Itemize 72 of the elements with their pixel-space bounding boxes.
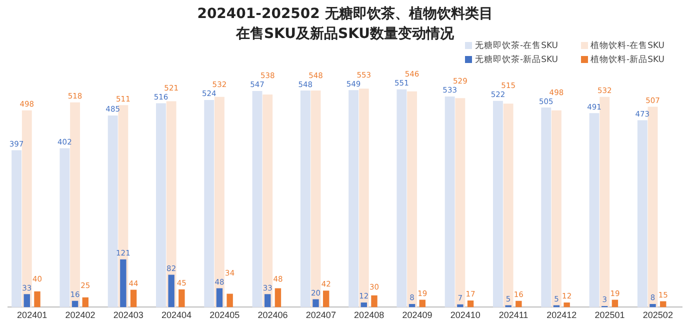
- x-tick-label: 202411: [498, 310, 528, 320]
- x-tick-label: 202502: [642, 310, 673, 320]
- x-tick-label: 202401: [17, 310, 48, 320]
- bar: [552, 110, 562, 308]
- bar: [612, 300, 618, 308]
- bar: [214, 96, 224, 308]
- bar: [419, 300, 426, 308]
- bar: [252, 90, 262, 308]
- bar: [216, 288, 223, 308]
- bar: [156, 103, 166, 308]
- bar: [600, 96, 610, 308]
- bar: [493, 100, 503, 308]
- x-tick-label: 202410: [450, 310, 480, 320]
- bar: [455, 98, 466, 308]
- bar: [12, 150, 22, 308]
- bar: [637, 120, 648, 308]
- bar: [166, 101, 176, 308]
- bar: [312, 299, 319, 308]
- bar: [60, 148, 70, 308]
- legend-label: 植物饮料-新品SKU: [590, 54, 666, 66]
- bar: [108, 115, 118, 308]
- bar: [72, 300, 78, 308]
- bar: [226, 294, 233, 308]
- bar: [262, 94, 273, 308]
- x-tick-label: 202408: [354, 310, 384, 320]
- bar: [589, 113, 600, 308]
- bar: [24, 294, 30, 308]
- x-tick-label: 202404: [161, 310, 192, 320]
- bar: [444, 96, 455, 308]
- bar: [648, 106, 658, 308]
- bar: [660, 301, 666, 308]
- bar: [168, 274, 174, 308]
- bar: [457, 304, 464, 308]
- bar: [178, 289, 185, 308]
- bar: [22, 110, 32, 308]
- bar: [358, 88, 369, 308]
- legend-label: 无糖即饮茶-在售SKU: [474, 40, 560, 52]
- bar: [348, 90, 359, 308]
- x-tick-label: 202403: [113, 310, 144, 320]
- x-tick-label: 202407: [306, 310, 336, 320]
- legend-label: 植物饮料-在售SKU: [590, 40, 666, 52]
- bar: [120, 259, 126, 308]
- bar: [541, 108, 552, 308]
- bar: [516, 300, 522, 308]
- bar: [467, 300, 474, 308]
- bar: [503, 104, 514, 308]
- bar: [204, 100, 214, 308]
- x-tick-label: 202412: [546, 310, 577, 320]
- x-tick-label: 202409: [402, 310, 432, 320]
- bar: [34, 291, 40, 308]
- bar: [70, 102, 80, 308]
- legend-label: 无糖即饮茶-新品SKU: [474, 54, 560, 66]
- bar: [371, 295, 378, 308]
- chart-subtitle: 在售SKU及新品SKU数量变动情况: [236, 26, 454, 42]
- bar: [300, 90, 310, 308]
- x-tick-label: 202406: [258, 310, 288, 320]
- bar: [396, 89, 407, 308]
- bar: [274, 288, 282, 308]
- bar: [564, 302, 570, 308]
- bar: [264, 294, 271, 308]
- bar: [82, 297, 88, 308]
- bar: [360, 302, 367, 308]
- bar: [130, 290, 137, 308]
- bar: [323, 290, 330, 308]
- x-tick-label: 202402: [65, 310, 96, 320]
- x-tick-label: 202501: [594, 310, 625, 320]
- x-tick-label: 202405: [210, 310, 240, 320]
- bar: [650, 304, 656, 308]
- bar: [407, 91, 418, 308]
- bar: [408, 304, 416, 308]
- bar: [310, 90, 321, 308]
- chart-title: 202401-202502 无糖即饮茶、植物饮料类目: [196, 5, 494, 24]
